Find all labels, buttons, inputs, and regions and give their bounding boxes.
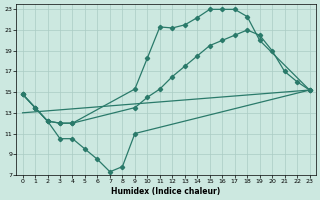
X-axis label: Humidex (Indice chaleur): Humidex (Indice chaleur) bbox=[111, 187, 221, 196]
